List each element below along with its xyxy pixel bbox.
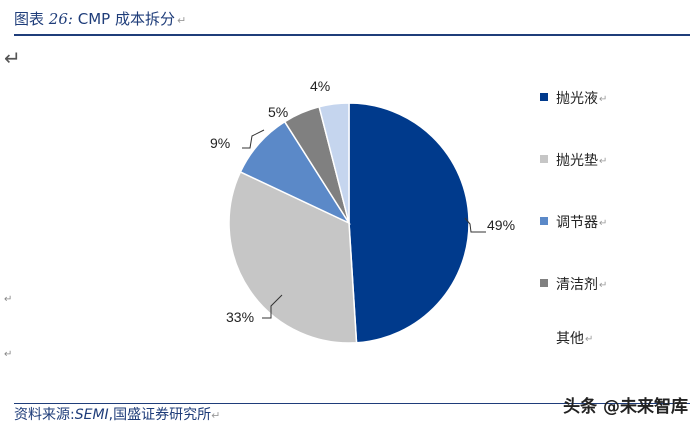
pie-slice-5: [318, 102, 350, 224]
return-mark-icon: ↵: [4, 294, 13, 305]
legend-swatch: [540, 217, 548, 225]
legend-label: 调节器: [556, 215, 598, 231]
source-note: 资料来源:SEMI,国盛证券研究所↵: [14, 404, 220, 424]
return-mark-icon: ↵: [599, 280, 608, 291]
legend-swatch: [540, 333, 548, 341]
return-mark-icon: ↵: [176, 14, 187, 27]
source-rest: ,国盛证券研究所: [108, 407, 212, 423]
pie-slice-1: [348, 102, 470, 344]
figure-title: 图表 26: CMP 成本拆分 ↵: [14, 8, 186, 29]
leader-line: [262, 294, 283, 319]
figure-number: 26:: [48, 10, 73, 28]
legend-item: 其他↵: [540, 328, 593, 350]
bottom-rule: [14, 403, 690, 404]
source-en: SEMI: [74, 407, 109, 423]
legend-swatch: [540, 155, 548, 163]
data-label: 5%: [268, 104, 288, 120]
return-arrow-icon: ↵: [4, 46, 21, 70]
figure-prefix: 图表: [14, 10, 45, 28]
leader-line: [464, 217, 486, 233]
legend-swatch: [540, 279, 548, 287]
source-label: 资料来源:: [14, 407, 75, 423]
return-mark-icon: ↵: [599, 94, 608, 105]
legend-item: 抛光液↵: [540, 88, 607, 110]
legend-item: 调节器↵: [540, 212, 607, 234]
leader-line: [242, 129, 265, 149]
data-label: 9%: [210, 135, 230, 151]
return-mark-icon: ↵: [599, 156, 608, 167]
data-label: 33%: [226, 309, 254, 325]
legend-label: 其他: [556, 331, 584, 347]
return-mark-icon: ↵: [4, 349, 13, 360]
legend-item: 清洁剂↵: [540, 274, 607, 296]
legend-label: 清洁剂: [556, 277, 598, 293]
legend-item: 抛光垫↵: [540, 150, 607, 172]
legend-swatch: [540, 93, 548, 101]
watermark-text: 头条 @未来智库: [563, 397, 688, 417]
pie-slice-2: [228, 170, 358, 344]
legend-label: 抛光垫: [556, 153, 598, 169]
data-label: 4%: [310, 78, 330, 94]
top-rule: [14, 34, 690, 36]
figure-title-text: CMP 成本拆分: [77, 10, 175, 28]
return-mark-icon: ↵: [585, 334, 594, 345]
return-mark-icon: ↵: [599, 218, 608, 229]
return-mark-icon: ↵: [211, 409, 221, 422]
data-label: 49%: [487, 217, 515, 233]
legend-label: 抛光液: [556, 91, 598, 107]
